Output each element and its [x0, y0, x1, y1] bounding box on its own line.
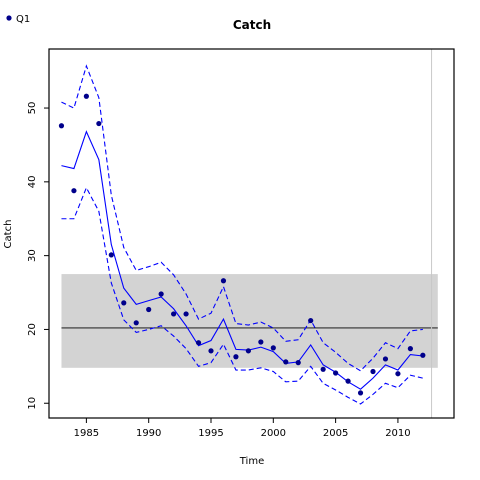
data-point: [258, 339, 264, 345]
legend-label: Q1: [16, 14, 30, 25]
series-line-upper-ci: [61, 64, 423, 372]
x-axis-title: Time: [239, 456, 264, 467]
data-point: [270, 345, 276, 351]
data-point: [295, 360, 301, 366]
data-point: [283, 359, 289, 365]
data-point: [370, 368, 376, 375]
plot-area: [58, 49, 438, 418]
data-point: [83, 93, 89, 99]
data-point: [121, 300, 127, 306]
x-tick-label: 2000: [261, 428, 286, 439]
data-point: [133, 320, 139, 326]
series-line-lower-ci: [61, 186, 423, 405]
data-point: [407, 346, 413, 352]
data-point: [233, 354, 239, 360]
data-point: [320, 366, 326, 372]
x-tick-label: 1995: [198, 428, 223, 439]
x-tick-label: 2005: [323, 428, 348, 439]
data-point: [220, 278, 227, 284]
plot-frame: [48, 48, 455, 419]
data-point: [308, 317, 314, 324]
data-point: [146, 306, 152, 313]
data-point: [108, 252, 114, 258]
x-axis: 1985 1990 1995 2000 2005 2010: [74, 418, 411, 439]
reference-band: [61, 274, 438, 368]
data-point: [71, 188, 77, 194]
y-axis-title: Catch: [3, 220, 14, 249]
data-point: [183, 311, 189, 317]
legend-marker: [6, 15, 12, 21]
data-point: [420, 352, 426, 358]
y-tick-label: 30: [27, 249, 38, 262]
y-tick-label: 40: [27, 175, 38, 188]
y-tick-label: 50: [27, 102, 38, 115]
chart-title: Catch: [233, 18, 271, 32]
x-tick-label: 2010: [385, 428, 410, 439]
data-point: [245, 348, 251, 354]
data-point: [195, 340, 202, 346]
data-point: [208, 348, 214, 354]
x-tick-label: 1985: [74, 428, 99, 439]
y-tick-label: 20: [27, 323, 38, 336]
data-point: [96, 120, 102, 127]
series-line-fit: [61, 130, 423, 390]
y-tick-label: 10: [27, 397, 38, 410]
data-point: [357, 390, 364, 396]
data-point: [395, 371, 401, 377]
legend: Q1: [6, 14, 30, 25]
data-point: [345, 378, 351, 384]
data-point: [58, 123, 65, 129]
data-point: [158, 291, 164, 297]
data-point: [382, 356, 389, 362]
data-point: [333, 370, 339, 376]
y-axis: 10 20 30 40 50: [27, 102, 49, 410]
x-tick-label: 1990: [136, 428, 161, 439]
data-point: [171, 311, 177, 317]
